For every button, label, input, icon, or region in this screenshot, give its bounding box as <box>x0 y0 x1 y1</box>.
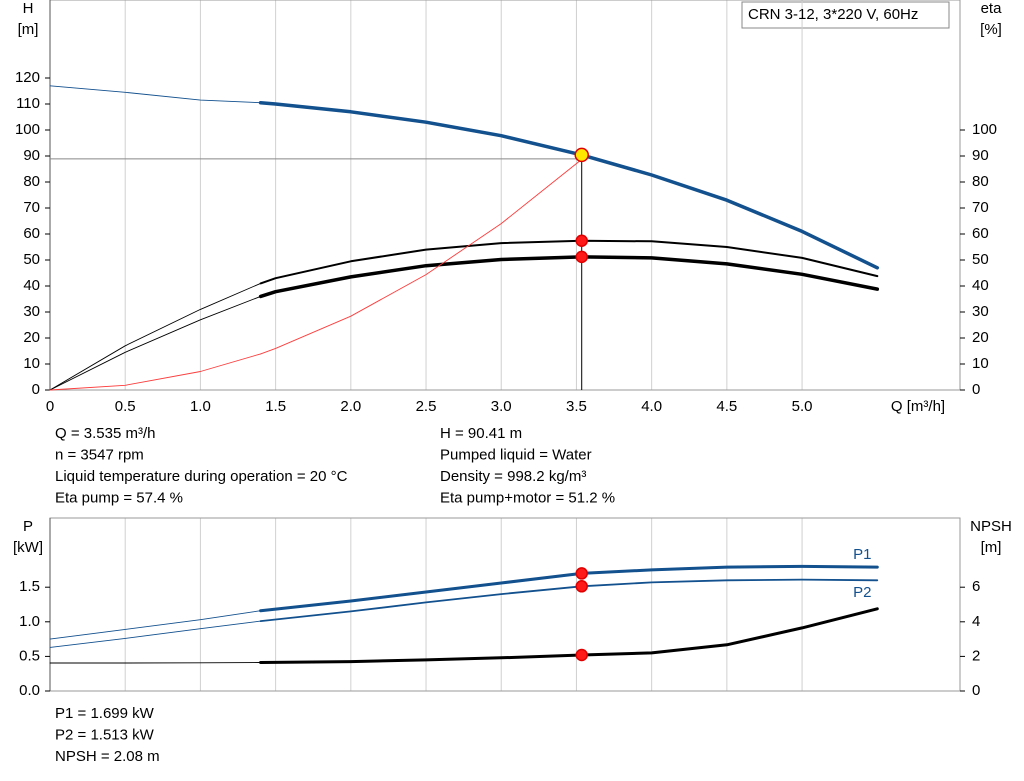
y-tick-label: 0 <box>32 381 40 398</box>
readout: Eta pump = 57.4 % <box>55 489 183 506</box>
x-tick-label: 0 <box>46 398 54 415</box>
readout: Pumped liquid = Water <box>440 446 592 463</box>
x-tick-label: 2.0 <box>340 398 361 415</box>
y2-tick-label: 2 <box>972 647 980 664</box>
x-tick-label: 3.5 <box>566 398 587 415</box>
y-tick-label: 0.5 <box>19 647 40 664</box>
curve <box>259 239 879 285</box>
readout: Q = 3.535 m³/h <box>55 425 155 442</box>
curve <box>258 255 880 299</box>
y-tick-label: 40 <box>23 277 40 294</box>
curve-extension <box>49 282 262 391</box>
readout: Density = 998.2 kg/m³ <box>440 468 586 485</box>
y-tick-label: 30 <box>23 303 40 320</box>
duty-point <box>574 147 589 163</box>
duty-point <box>575 567 588 580</box>
duty-point <box>575 580 588 593</box>
plot-frame <box>49 517 961 692</box>
x-tick-label: 0.5 <box>115 398 136 415</box>
y-tick-label: 10 <box>23 355 40 372</box>
curve-extension <box>49 662 262 664</box>
x-axis-label: Q [m³/h] <box>891 398 945 415</box>
y-axis-label: H <box>23 0 34 17</box>
y-tick-label: 70 <box>23 199 40 216</box>
x-tick-label: 4.0 <box>641 398 662 415</box>
y2-tick-label: 0 <box>972 682 980 699</box>
chart-title: CRN 3-12, 3*220 V, 60Hz <box>748 6 918 23</box>
y2-tick-label: 0 <box>972 381 980 398</box>
y2-tick-label: 20 <box>972 329 989 346</box>
duty-point <box>575 234 588 248</box>
y-axis-label: P <box>23 518 33 535</box>
curve <box>258 100 880 270</box>
y-tick-label: 100 <box>15 121 40 138</box>
x-tick-label: 1.5 <box>265 398 286 415</box>
y-axis-unit: [m] <box>18 21 39 38</box>
y2-tick-label: 6 <box>972 578 980 595</box>
y2-tick-label: 80 <box>972 173 989 190</box>
readout: P2 = 1.513 kW <box>55 726 155 743</box>
y2-axis-label: eta <box>981 0 1003 17</box>
y-tick-label: 110 <box>16 95 40 112</box>
curve-extension <box>49 85 262 104</box>
readout: Eta pump+motor = 51.2 % <box>440 489 615 506</box>
y2-tick-label: 40 <box>972 277 989 294</box>
plot-frame <box>49 0 961 391</box>
duty-point <box>575 648 588 662</box>
x-tick-label: 2.5 <box>416 398 437 415</box>
curve-extension <box>49 620 262 648</box>
y2-tick-label: 60 <box>972 225 989 242</box>
y2-tick-label: 30 <box>972 303 989 320</box>
x-tick-label: 1.0 <box>190 398 211 415</box>
y-tick-label: 1.5 <box>19 578 40 595</box>
readout: H = 90.41 m <box>440 425 522 442</box>
y2-tick-label: 4 <box>972 613 980 630</box>
readout: NPSH = 2.08 m <box>55 748 160 765</box>
x-tick-label: 3.0 <box>491 398 512 415</box>
curve <box>260 158 583 355</box>
y2-tick-label: 70 <box>972 199 989 216</box>
curve <box>259 564 879 613</box>
y2-axis-unit: [m] <box>981 539 1002 556</box>
y-tick-label: 90 <box>23 147 40 164</box>
curve <box>259 607 879 664</box>
series-label: P1 <box>853 546 871 563</box>
y-tick-label: 20 <box>23 329 40 346</box>
y-tick-label: 1.0 <box>19 613 40 630</box>
y-tick-label: 60 <box>23 225 40 242</box>
series-label: P2 <box>853 584 871 601</box>
y2-tick-label: 50 <box>972 251 989 268</box>
x-tick-label: 4.5 <box>716 398 737 415</box>
y2-tick-label: 90 <box>972 147 989 164</box>
duty-point <box>575 250 588 264</box>
y2-tick-label: 10 <box>972 355 989 372</box>
y-tick-label: 0.0 <box>19 682 40 699</box>
readout: P1 = 1.699 kW <box>55 705 155 722</box>
curve-extension <box>49 610 262 640</box>
y-tick-label: 50 <box>23 251 40 268</box>
y2-tick-label: 100 <box>972 121 997 138</box>
y-tick-label: 80 <box>23 173 40 190</box>
y-axis-unit: [kW] <box>13 539 43 556</box>
readout: n = 3547 rpm <box>55 446 144 463</box>
x-tick-label: 5.0 <box>792 398 813 415</box>
y-tick-label: 120 <box>15 69 40 86</box>
y2-axis-label: NPSH <box>970 518 1012 535</box>
curve-extension <box>49 295 262 391</box>
readout: Liquid temperature during operation = 20… <box>55 468 348 485</box>
curve-extension <box>49 353 262 391</box>
y2-axis-unit: [%] <box>980 21 1002 38</box>
title-box <box>741 1 950 29</box>
